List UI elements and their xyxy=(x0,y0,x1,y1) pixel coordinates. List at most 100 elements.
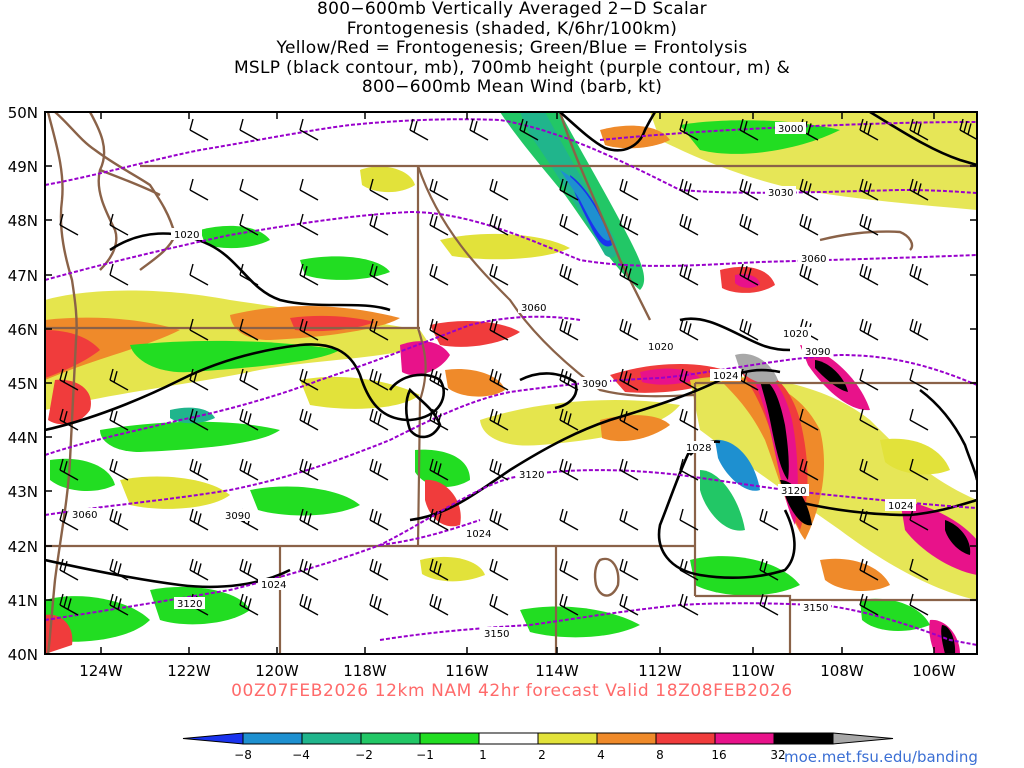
colorbar-label: −8 xyxy=(234,748,252,762)
wind-barb xyxy=(299,213,319,236)
lon-label: 116W xyxy=(445,662,489,680)
wind-barb xyxy=(739,118,759,141)
wind-barb xyxy=(519,118,539,141)
wind-barb xyxy=(909,593,929,616)
colorbar-swatch xyxy=(773,732,834,745)
wind-barb xyxy=(109,558,129,581)
colorbar-label: −2 xyxy=(355,748,373,762)
wind-barb xyxy=(859,318,879,341)
wind-barb xyxy=(299,458,319,481)
colorbar-label: 2 xyxy=(538,748,546,762)
wind-barb xyxy=(759,508,779,531)
shade-orange-ne xyxy=(600,125,670,149)
wind-barb xyxy=(369,178,389,201)
wind-barb xyxy=(429,213,449,236)
wind-barb xyxy=(909,118,929,141)
shade-green-snake xyxy=(415,449,470,487)
mslp-contour-1020-central xyxy=(45,343,446,432)
lat-label: 48N xyxy=(8,212,38,230)
wind-barb xyxy=(859,458,879,481)
wind-barb xyxy=(189,178,209,201)
wind-barb xyxy=(299,178,319,201)
mslp-label: 1020 xyxy=(174,230,199,241)
wind-barb xyxy=(759,558,779,581)
wind-barb xyxy=(59,508,79,531)
wind-barbs xyxy=(59,118,977,616)
wind-barb xyxy=(619,213,639,236)
wind-barb xyxy=(859,408,879,431)
wind-barb xyxy=(909,408,929,431)
height-label: 3120 xyxy=(781,486,806,497)
wind-barb xyxy=(429,508,449,531)
coastline-bc xyxy=(54,112,177,271)
wind-barb xyxy=(559,593,579,616)
lake-ftpeck xyxy=(819,230,914,251)
height-contour-3060-north xyxy=(45,210,977,281)
colorbar-swatch xyxy=(714,732,775,745)
wind-barb xyxy=(109,263,129,286)
wind-barb xyxy=(369,368,389,391)
wind-barb xyxy=(489,508,509,531)
wind-barb xyxy=(909,558,929,581)
height-label: 3120 xyxy=(177,599,202,610)
height-label: 3060 xyxy=(801,254,826,265)
lon-label: 122W xyxy=(167,662,211,680)
colorbar-label: −1 xyxy=(416,748,434,762)
title-line-5: 800−600mb Mean Wind (barb, kt) xyxy=(361,77,663,97)
lon-label: 114W xyxy=(535,662,579,680)
state-borders xyxy=(45,164,977,654)
mslp-contour-east xyxy=(919,388,977,481)
wind-barb xyxy=(739,263,759,286)
shade-pink-ne xyxy=(735,274,760,288)
wind-barb xyxy=(489,263,509,286)
shade-orange-co xyxy=(820,558,890,592)
shade-yellow-utah xyxy=(480,400,680,446)
wind-barb xyxy=(429,593,449,616)
wind-barb xyxy=(799,213,819,236)
latitude-labels: 50N 49N 48N 47N 46N 45N 44N 43N 42N 41N … xyxy=(8,104,38,664)
wind-barb xyxy=(429,178,449,201)
wind-barb xyxy=(429,408,449,431)
shade-black-se2 xyxy=(941,625,956,654)
coastline-pacific xyxy=(46,112,78,654)
shade-lightblue-band-north xyxy=(560,170,610,241)
wind-barb xyxy=(369,318,389,341)
colorbar-swatch xyxy=(301,732,362,745)
wind-barb xyxy=(109,458,129,481)
mslp-contours xyxy=(45,112,977,589)
wind-barb xyxy=(559,368,579,391)
wind-barb xyxy=(679,593,699,616)
height-label: 3060 xyxy=(521,303,546,314)
wind-barb xyxy=(489,178,509,201)
wind-barb xyxy=(239,213,259,236)
wind-barb xyxy=(59,593,79,616)
wind-barb xyxy=(909,458,929,481)
wind-barb xyxy=(959,118,977,141)
mslp-contour-1024-sw xyxy=(45,558,291,589)
lon-label: 120W xyxy=(255,662,299,680)
wind-barb xyxy=(489,213,509,236)
wind-barb xyxy=(559,263,579,286)
height-label: 3030 xyxy=(768,188,793,199)
wind-barb xyxy=(299,318,319,341)
wind-barb xyxy=(679,368,699,391)
height-label: 3090 xyxy=(805,347,830,358)
forecast-valid-line: 00Z07FEB2026 12km NAM 42hr forecast Vali… xyxy=(231,681,793,701)
wind-barb xyxy=(619,263,639,286)
wind-barb xyxy=(189,408,209,431)
wind-barb xyxy=(299,508,319,531)
shade-green-ore-coast xyxy=(50,458,115,492)
wind-barb xyxy=(489,458,509,481)
wind-barb xyxy=(619,593,639,616)
colorbar-swatch xyxy=(537,732,598,745)
shade-orange-west xyxy=(45,317,180,380)
mslp-label: 1024 xyxy=(466,529,491,540)
border-id-mt xyxy=(416,165,696,398)
wind-barb xyxy=(429,558,449,581)
colorbar-label: 1 xyxy=(479,748,487,762)
wind-barb xyxy=(469,118,489,141)
wind-barb xyxy=(799,263,819,286)
height-label: 3090 xyxy=(225,511,250,522)
source-credit[interactable]: moe.met.fsu.edu/banding xyxy=(784,748,978,766)
wind-barb xyxy=(239,178,259,201)
